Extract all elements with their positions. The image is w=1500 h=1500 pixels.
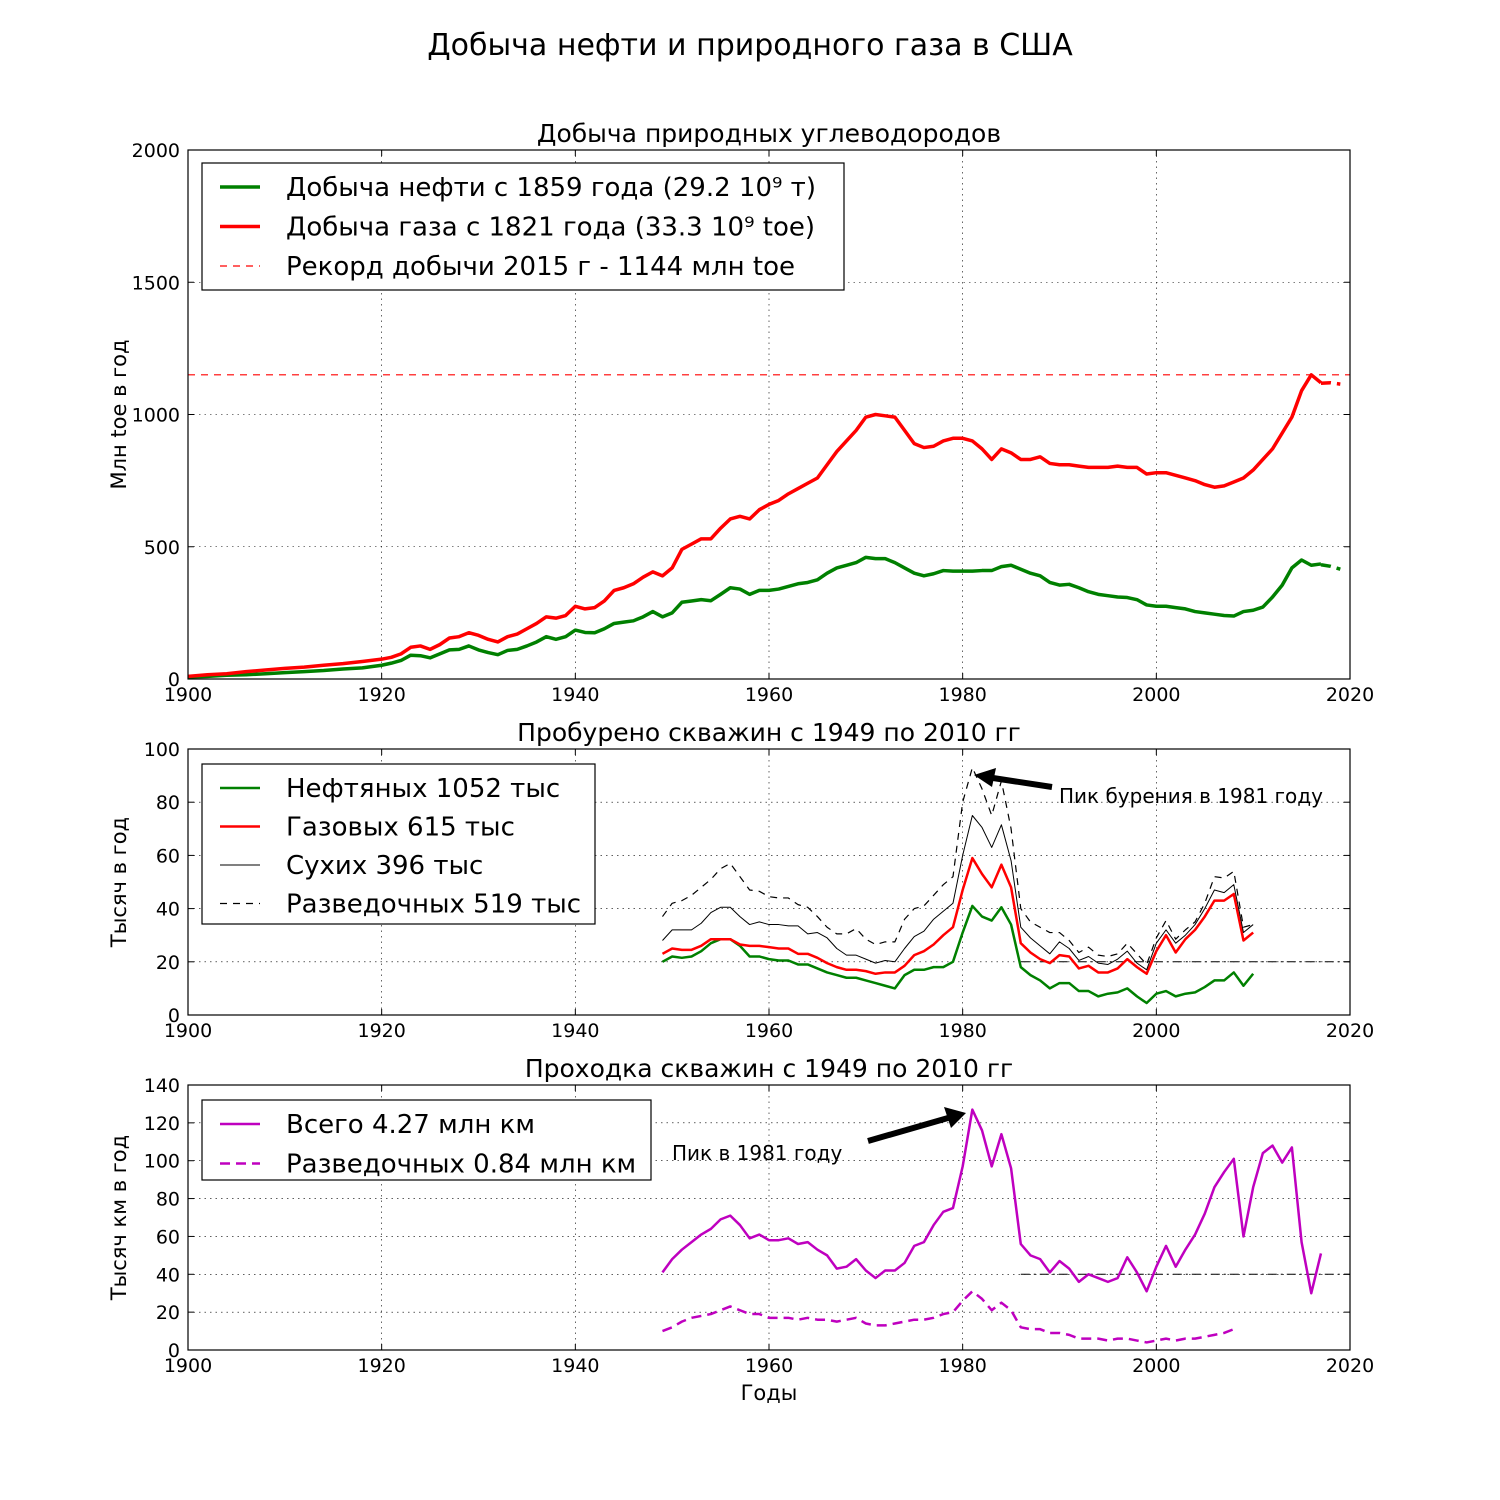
y-axis-label: Тысяч км в год <box>107 1135 131 1301</box>
legend-label: Рекорд добычи 2015 г - 1144 млн toe <box>286 252 795 282</box>
series-line-3 <box>188 373 1323 679</box>
legend-label: Добыча нефти с 1859 года (29.2 10⁹ т) <box>286 173 816 203</box>
legend-label: Разведочных 519 тыс <box>286 890 581 920</box>
legend: Всего 4.27 млн км Разведочных 0.84 млн км <box>201 1099 652 1181</box>
legend-label: Разведочных 0.84 млн км <box>286 1150 636 1180</box>
legend-frame <box>201 763 596 925</box>
legend: Нефтяных 1052 тыс Газовых 615 тыс Сухих 39… <box>201 763 596 925</box>
y-tick-label: 40 <box>156 899 180 921</box>
x-tick-label: 2020 <box>1326 1020 1374 1042</box>
series-line-4 <box>1320 381 1341 386</box>
y-tick-label: 100 <box>144 739 180 761</box>
x-tick-label: 1980 <box>938 1355 986 1377</box>
x-tick-label: 1940 <box>551 684 599 706</box>
x-tick-label: 1940 <box>551 1355 599 1377</box>
legend-label: Нефтяных 1052 тыс <box>286 774 560 804</box>
x-tick-label: 1980 <box>938 1020 986 1042</box>
plot-area <box>661 767 1350 1005</box>
annotation-text: Пик бурения в 1981 году <box>1059 784 1323 808</box>
legend-frame <box>201 162 845 291</box>
x-tick-label: 2000 <box>1132 1355 1180 1377</box>
y-tick-label: 80 <box>156 1189 180 1211</box>
legend-label: Газовых 615 тыс <box>286 813 515 843</box>
y-tick-label: 20 <box>156 952 180 974</box>
x-axis-label: Годы <box>741 1381 798 1405</box>
legend-frame <box>201 1099 652 1181</box>
x-tick-label: 1940 <box>551 1020 599 1042</box>
legend-label: Всего 4.27 млн км <box>286 1110 535 1140</box>
chart-panel-1: 1900 1920 1940 1960 1980 2000 2020 0 500 1000 1500… <box>107 119 1374 706</box>
y-tick-label: 1500 <box>132 272 180 294</box>
series-line-2 <box>662 1290 1235 1344</box>
annotation-arrowhead <box>974 768 996 787</box>
y-tick-label: 0 <box>168 669 180 691</box>
figure-title: Добыча нефти и природного газа в США <box>427 28 1073 63</box>
annotation-text: Пик в 1981 году <box>672 1141 842 1165</box>
chart-panel-3: 1900 1920 1940 1960 1980 2000 2020 0 20 40 60 80 100… <box>107 1054 1374 1405</box>
panel-title: Проходка скважин с 1949 по 2010 гг <box>525 1054 1013 1083</box>
plot-area <box>661 1108 1350 1344</box>
series-line-1 <box>661 1108 1323 1295</box>
panel-title: Пробурено скважин с 1949 по 2010 гг <box>517 718 1021 747</box>
y-axis-label: Тысяч в год <box>107 817 131 948</box>
series-line-2 <box>661 856 1254 976</box>
x-tick-label: 2020 <box>1326 684 1374 706</box>
x-tick-label: 1900 <box>164 1020 212 1042</box>
series-line-1 <box>188 555 1322 679</box>
x-tick-label: 1920 <box>357 1020 405 1042</box>
axes-frame <box>187 149 1351 680</box>
x-tick-label: 1920 <box>357 684 405 706</box>
series-line-3 <box>662 815 1254 971</box>
y-tick-label: 120 <box>144 1113 180 1135</box>
x-tick-label: 1900 <box>164 684 212 706</box>
annotation-arrow <box>867 1115 949 1144</box>
plot-area <box>188 373 1350 679</box>
annotation-footage-peak: Пик в 1981 году <box>672 1107 966 1165</box>
x-tick-label: 2020 <box>1326 1355 1374 1377</box>
x-tick-label: 1960 <box>745 1355 793 1377</box>
annotation-drilling-peak: Пик бурения в 1981 году <box>974 768 1323 808</box>
y-tick-label: 20 <box>156 1302 180 1324</box>
axes-frame <box>187 1084 1351 1351</box>
legend-label: Добыча газа с 1821 года (33.3 10⁹ toe) <box>286 213 815 243</box>
annotation-arrowhead <box>944 1107 966 1128</box>
chart-panel-2: 1900 1920 1940 1960 1980 2000 2020 0 20 40 60 80 100… <box>107 718 1374 1042</box>
y-tick-label: 0 <box>168 1340 180 1362</box>
y-tick-label: 60 <box>156 1226 180 1248</box>
panel-title: Добыча природных углеводородов <box>537 119 1001 148</box>
axes-frame <box>187 748 1351 1016</box>
x-tick-label: 1980 <box>938 684 986 706</box>
x-tick-label: 2000 <box>1132 1020 1180 1042</box>
y-tick-label: 80 <box>156 792 180 814</box>
annotation-arrow <box>992 775 1053 790</box>
legend-label: Сухих 396 тыс <box>286 851 483 881</box>
y-tick-label: 1000 <box>132 405 180 427</box>
y-tick-label: 2000 <box>132 140 180 162</box>
legend: Добыча нефти с 1859 года (29.2 10⁹ т) Доб… <box>201 162 845 291</box>
series-line-1 <box>661 904 1255 1005</box>
x-tick-label: 1960 <box>745 684 793 706</box>
x-tick-label: 1900 <box>164 1355 212 1377</box>
x-tick-label: 2000 <box>1132 684 1180 706</box>
y-tick-label: 100 <box>144 1151 180 1173</box>
series-line-2 <box>1320 563 1341 571</box>
y-tick-label: 0 <box>168 1005 180 1027</box>
y-tick-label: 40 <box>156 1264 180 1286</box>
x-tick-label: 1960 <box>745 1020 793 1042</box>
y-tick-label: 500 <box>144 537 180 559</box>
y-axis-label: Млн toe в год <box>107 339 131 489</box>
x-tick-label: 1920 <box>357 1355 405 1377</box>
series-line-4 <box>661 767 1254 966</box>
y-tick-label: 60 <box>156 845 180 867</box>
y-tick-label: 140 <box>144 1075 180 1097</box>
